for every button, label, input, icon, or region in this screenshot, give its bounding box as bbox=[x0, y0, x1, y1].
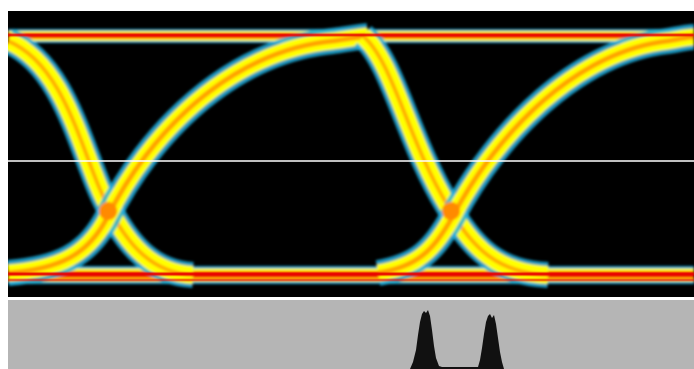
crossing-point-2 bbox=[442, 202, 460, 220]
rail-cores bbox=[8, 33, 694, 281]
eye-diagram-canvas bbox=[8, 23, 694, 288]
rising-edge-2 bbox=[375, 24, 694, 286]
falling-edge-2 bbox=[353, 26, 549, 288]
histogram-canvas bbox=[410, 310, 504, 369]
histogram-panel bbox=[8, 300, 694, 369]
rising-edge-1 bbox=[8, 23, 370, 286]
histogram-peaks bbox=[410, 310, 504, 369]
crossing-point-1 bbox=[99, 202, 117, 220]
eye-diagram-display bbox=[8, 11, 694, 297]
signal-traces bbox=[8, 23, 694, 288]
panel-divider bbox=[8, 297, 694, 300]
